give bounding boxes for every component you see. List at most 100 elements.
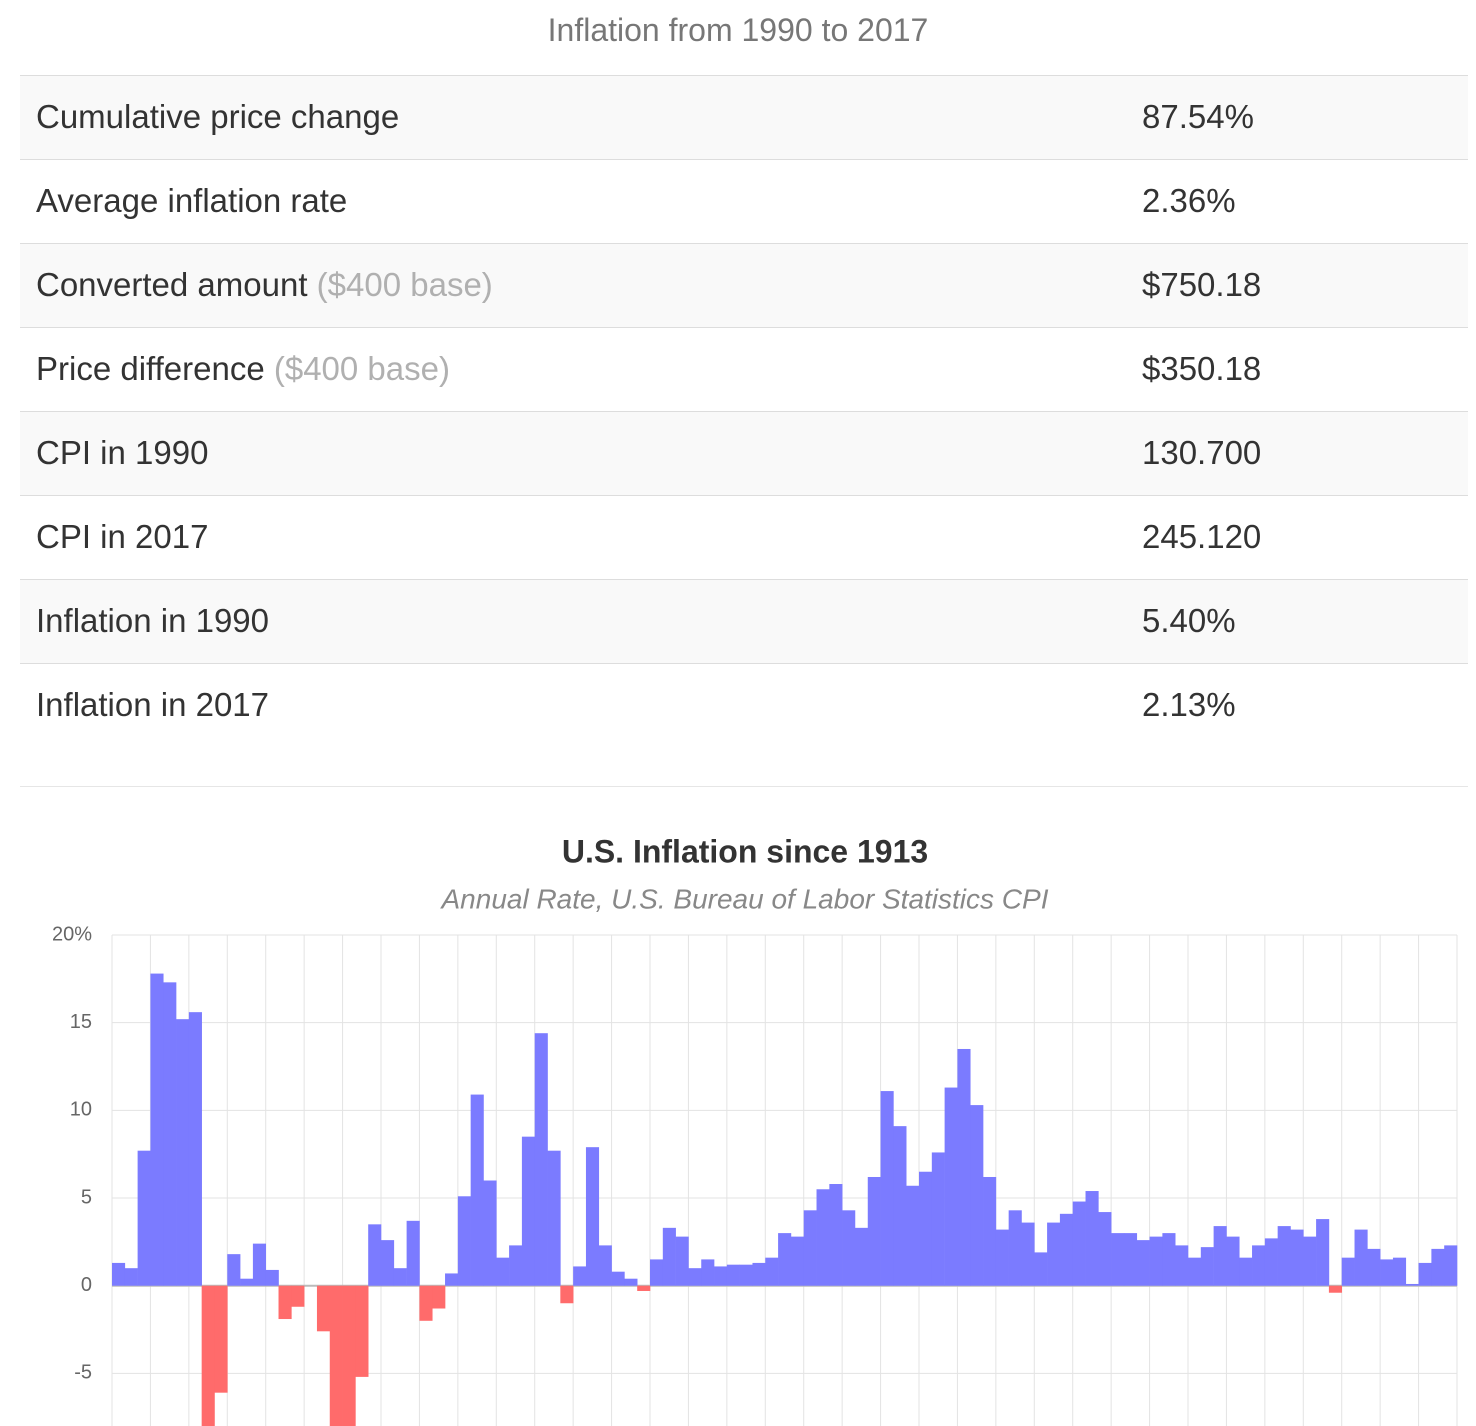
bar [457,1196,471,1286]
bar [329,1285,343,1426]
bar [829,1184,843,1286]
bar [970,1105,984,1286]
bar [1034,1252,1048,1286]
bar [1072,1201,1086,1286]
separator [20,786,1468,787]
bar [201,1285,215,1426]
bar [880,1091,894,1286]
bar [560,1285,574,1304]
y-tick-label: 15 [70,1011,92,1033]
bar [342,1285,356,1426]
bar [1290,1229,1304,1286]
y-tick-label: 5 [81,1186,92,1208]
bar [291,1285,305,1307]
row-value: 130.700 [1142,434,1262,471]
bar [931,1152,945,1286]
bar [1085,1191,1099,1286]
row-label: Cumulative price change [36,98,400,135]
bar [893,1126,907,1286]
bar [701,1259,715,1286]
bar [112,1262,126,1286]
y-tick-label: 20% [52,923,92,945]
bar [1226,1236,1240,1286]
bar [983,1176,997,1286]
bar [163,982,177,1286]
bar [214,1285,228,1393]
y-tick-label: 0 [81,1274,92,1296]
table-row: Cumulative price change 87.54% [20,76,1468,160]
table-row: CPI in 2017 245.120 [20,496,1468,580]
bar [547,1150,561,1286]
bar [1264,1238,1278,1286]
bar [1239,1257,1253,1286]
row-value: 5.40% [1142,602,1236,639]
row-label-cell: Average inflation rate [36,182,347,220]
row-label: Converted amount [36,266,308,303]
bar [790,1236,805,1286]
bar [252,1243,267,1286]
chart-title: U.S. Inflation since 1913 [562,833,928,869]
row-label: CPI in 1990 [36,434,209,471]
bar [1392,1257,1407,1286]
bar [1277,1226,1291,1286]
bar [445,1273,459,1286]
bar [624,1278,638,1286]
row-label-cell: Price difference ($400 base) [36,350,450,388]
stats-table: Cumulative price change 87.54% Average inf… [20,75,1468,747]
row-label: CPI in 2017 [36,518,209,555]
bar [739,1264,753,1286]
bar [1303,1236,1317,1286]
bar [752,1262,766,1286]
bar [1200,1247,1214,1286]
bar [265,1269,279,1286]
bar [944,1087,958,1286]
bar [714,1266,728,1286]
bar [419,1285,433,1321]
bar [368,1224,382,1286]
bar [765,1257,779,1286]
bar [816,1189,830,1286]
bar [1444,1245,1458,1286]
row-label-cell: Cumulative price change [36,98,399,136]
bar [803,1210,817,1286]
bar [867,1176,881,1286]
y-tick-label: -5 [74,1362,92,1384]
table-row: Inflation in 2017 2.13% [20,664,1468,747]
bar [1021,1222,1035,1286]
row-note: ($400 base) [273,350,450,387]
bar [534,1033,548,1286]
bar [1431,1248,1445,1286]
bar [573,1266,587,1286]
bar [432,1285,446,1309]
bar [637,1285,651,1291]
bar [1098,1212,1112,1286]
row-value: 245.120 [1142,518,1262,555]
bar [1367,1248,1381,1286]
row-label-cell: CPI in 2017 [36,518,208,556]
chart-subtitle: Annual Rate, U.S. Bureau of Labor Statis… [440,883,1049,914]
table-row: Average inflation rate 2.36% [20,160,1468,244]
row-note: ($400 base) [316,266,493,303]
bar [611,1271,625,1286]
row-value: 87.54% [1142,98,1254,135]
bar [1149,1236,1163,1286]
bar [854,1227,869,1286]
bar [598,1245,612,1286]
bar [688,1268,702,1286]
bar [278,1285,292,1320]
bar [778,1233,792,1286]
bar [381,1240,395,1286]
bar [675,1236,689,1286]
row-label: Inflation in 2017 [36,686,270,723]
bar [1059,1213,1074,1286]
bar [995,1229,1009,1286]
bar [1188,1257,1202,1286]
bar [1008,1210,1022,1286]
bar [1328,1285,1343,1293]
bar [355,1285,369,1377]
row-value: $750.18 [1142,266,1262,303]
row-label-cell: Converted amount ($400 base) [36,266,493,304]
bar [1316,1219,1330,1286]
bar [919,1171,933,1286]
